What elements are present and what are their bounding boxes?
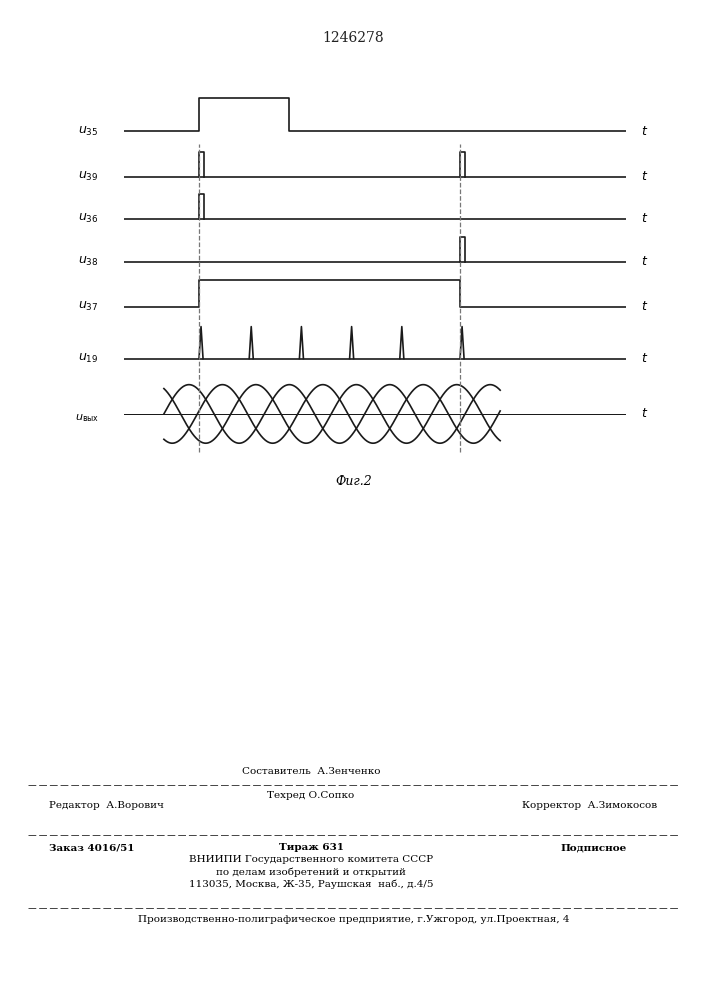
Text: $t$: $t$ — [641, 407, 648, 420]
Text: $u_{\rm вых}$: $u_{\rm вых}$ — [74, 412, 98, 424]
Text: $u_{38}$: $u_{38}$ — [78, 255, 98, 268]
Text: $t$: $t$ — [641, 352, 648, 365]
Text: Корректор  А.Зимокосов: Корректор А.Зимокосов — [522, 800, 658, 810]
Text: Тираж 631: Тираж 631 — [279, 844, 344, 852]
Text: Производственно-полиграфическое предприятие, г.Ужгород, ул.Проектная, 4: Производственно-полиграфическое предприя… — [138, 916, 569, 924]
Text: Заказ 4016/51: Заказ 4016/51 — [49, 844, 135, 852]
Text: Фиг.2: Фиг.2 — [335, 475, 372, 488]
Text: $u_{36}$: $u_{36}$ — [78, 212, 98, 225]
Text: 113035, Москва, Ж-35, Раушская  наб., д.4/5: 113035, Москва, Ж-35, Раушская наб., д.4… — [189, 879, 433, 889]
Text: $t$: $t$ — [641, 170, 648, 183]
Text: $t$: $t$ — [641, 300, 648, 313]
Text: Редактор  А.Ворович: Редактор А.Ворович — [49, 800, 164, 810]
Text: $u_{39}$: $u_{39}$ — [78, 170, 98, 183]
Text: Составитель  А.Зенченко: Составитель А.Зенченко — [242, 767, 380, 776]
Text: $u_{37}$: $u_{37}$ — [78, 300, 98, 313]
Text: $u_{35}$: $u_{35}$ — [78, 125, 98, 138]
Text: $t$: $t$ — [641, 125, 648, 138]
Text: $t$: $t$ — [641, 212, 648, 225]
Text: Подписное: Подписное — [561, 844, 627, 852]
Text: Техред О.Сопко: Техред О.Сопко — [267, 790, 355, 800]
Text: по делам изобретений и открытий: по делам изобретений и открытий — [216, 867, 406, 877]
Text: $u_{19}$: $u_{19}$ — [78, 352, 98, 365]
Text: $t$: $t$ — [641, 255, 648, 268]
Text: ВНИИПИ Государственного комитета СССР: ВНИИПИ Государственного комитета СССР — [189, 856, 433, 864]
Text: 1246278: 1246278 — [322, 31, 385, 45]
